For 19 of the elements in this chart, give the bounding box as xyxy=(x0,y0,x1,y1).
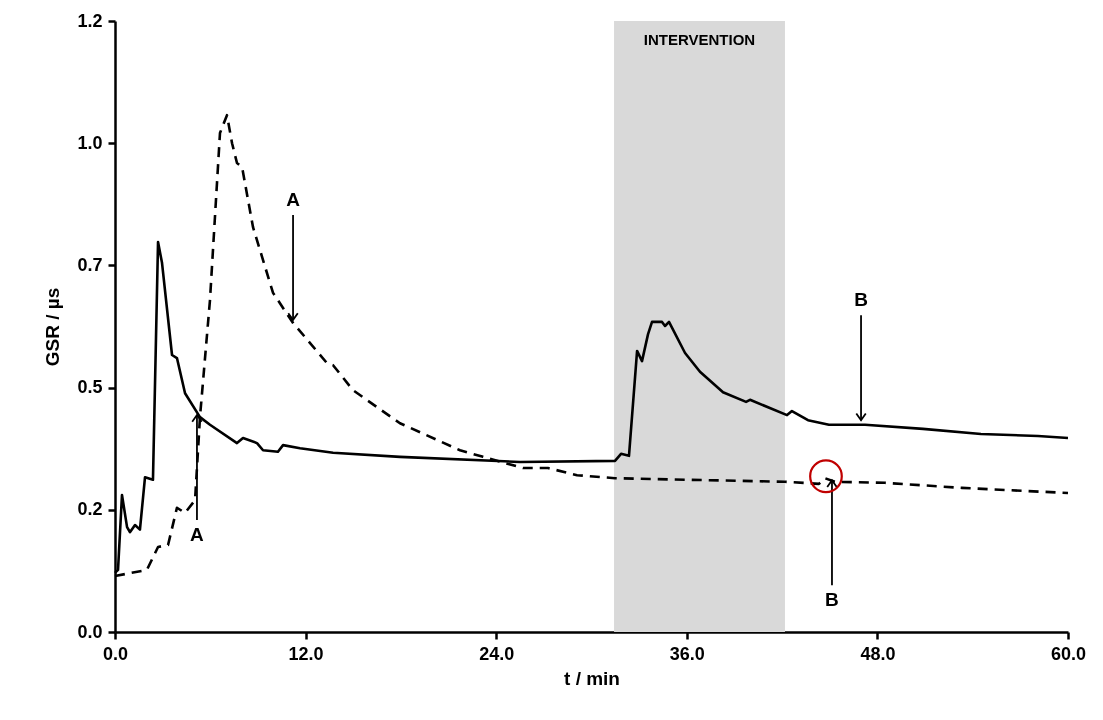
band-label: INTERVENTION xyxy=(643,31,756,48)
annotation: A xyxy=(286,188,301,210)
x-tick-label: 24.0 xyxy=(479,643,515,664)
y-tick-label: 1.2 xyxy=(77,10,103,31)
y-tick-label: 0.0 xyxy=(77,621,103,642)
x-tick-label: 36.0 xyxy=(669,643,705,664)
y-axis-title: GSR / µs xyxy=(42,287,64,367)
x-tick-label: 60.0 xyxy=(1050,643,1087,664)
x-tick-label: 0.0 xyxy=(102,643,129,664)
annotation: A xyxy=(190,524,205,546)
annotation: B xyxy=(825,589,839,611)
x-tick-label: 12.0 xyxy=(288,643,324,664)
y-tick-label: 0.7 xyxy=(77,254,103,275)
y-tick-label: 1.0 xyxy=(77,132,103,153)
x-tick-label: 48.0 xyxy=(860,643,896,664)
y-tick-label: 0.2 xyxy=(77,499,103,520)
y-tick-label: 0.5 xyxy=(77,377,103,398)
annotation: B xyxy=(854,289,868,311)
x-axis-title: t / min xyxy=(564,667,620,689)
